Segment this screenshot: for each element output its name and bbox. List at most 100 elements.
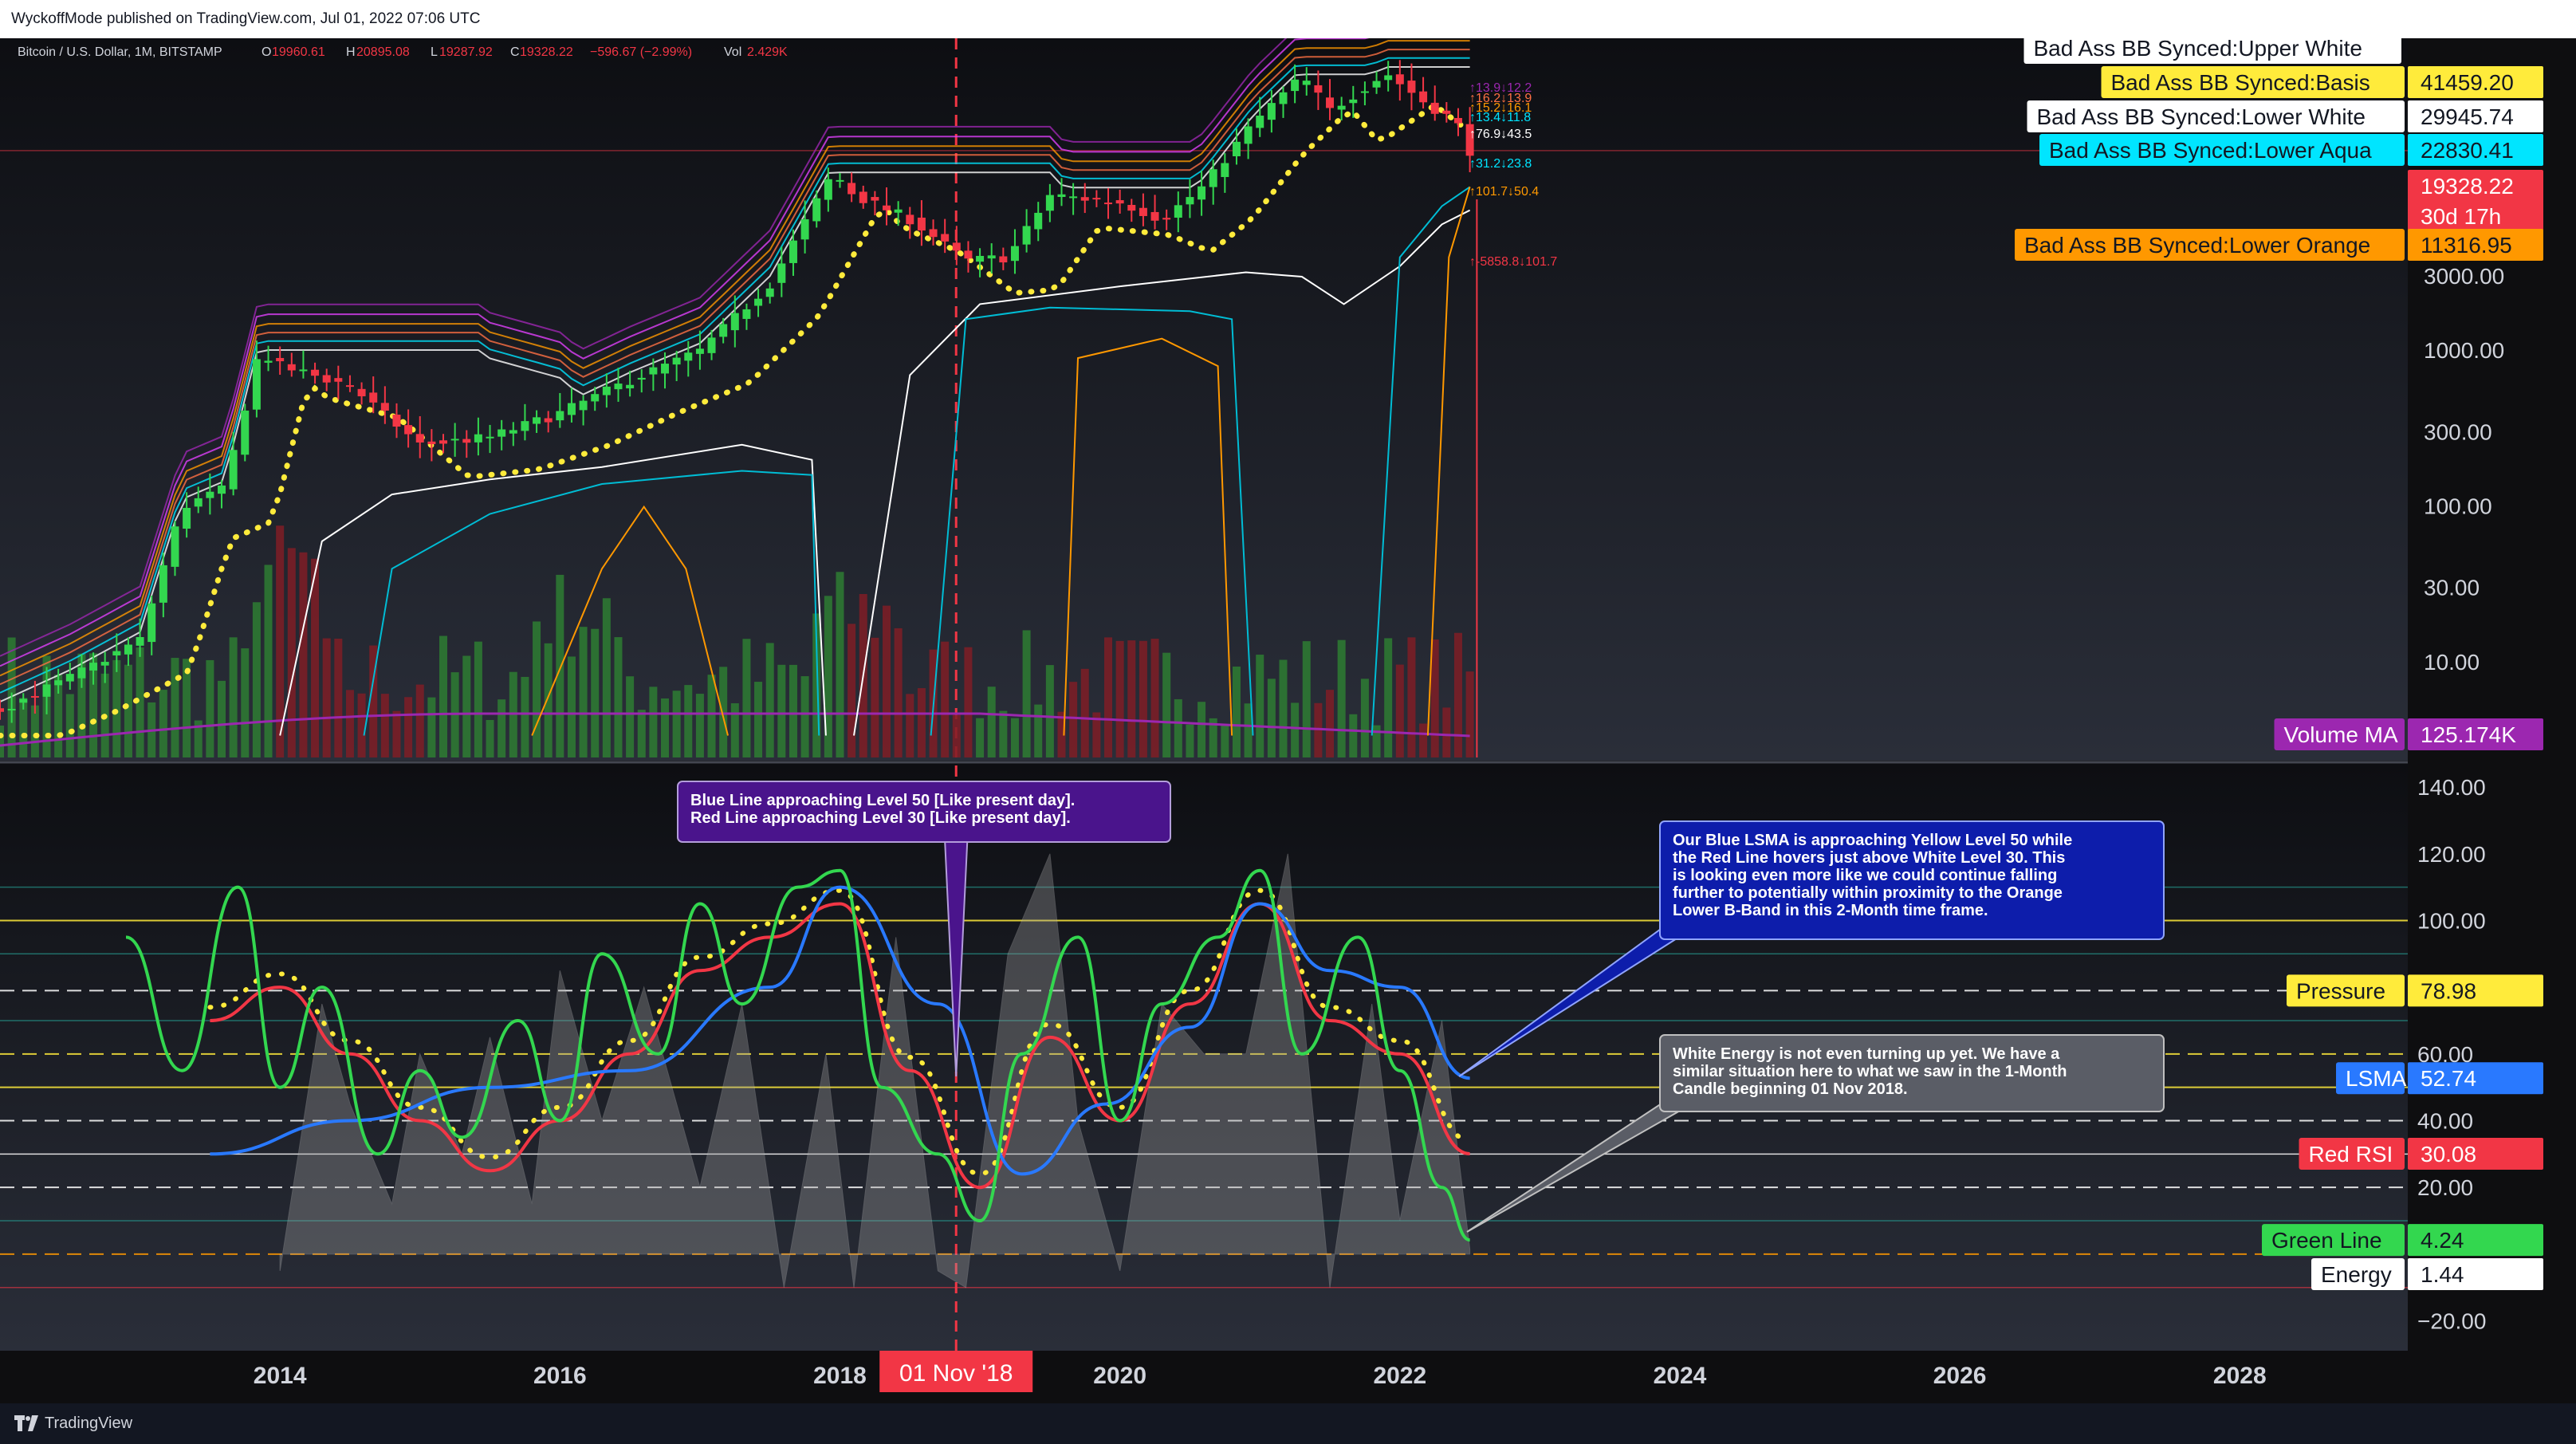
price-tick-label: 1000.00 xyxy=(2424,338,2504,363)
band-annotation: ↑-5858.8↓101.7 xyxy=(1469,255,1557,269)
note-energy-line: similar situation here to what we saw in… xyxy=(1673,1063,2067,1080)
volume-bar xyxy=(1209,718,1217,757)
volume-bar xyxy=(883,605,891,757)
band-annotation: ↑15.2↓16.1 xyxy=(1469,101,1532,115)
osc-tick-label: 140.00 xyxy=(2417,775,2486,800)
candle-body xyxy=(1150,211,1159,221)
volume-bar xyxy=(1407,637,1416,757)
lower-aqua-band-2022 xyxy=(1371,186,1471,736)
tag-lower-orange-value: 11316.95 xyxy=(2421,233,2512,258)
volume-bar xyxy=(1372,725,1381,757)
volume-bar xyxy=(824,596,832,757)
tag-last-price-value-bg xyxy=(2408,170,2543,234)
volume-bar xyxy=(1349,714,1358,757)
candle-body xyxy=(498,429,506,437)
volume-bar xyxy=(1186,724,1194,757)
volume-bar xyxy=(1465,671,1474,757)
tag-pressure: Pressure 78.98 xyxy=(2287,974,2543,1007)
tag-lower-orange-value-bg xyxy=(2408,229,2543,261)
time-tick-label: 2018 xyxy=(813,1363,867,1389)
volume-bar xyxy=(800,676,809,757)
volume-bar xyxy=(754,682,763,757)
volume-bar xyxy=(474,641,482,757)
chart-canvas[interactable]: ↑13.9↓12.2↑16.2↓13.9↑15.2↓16.1↑13.4↓11.8… xyxy=(0,38,2576,1403)
band-annotation: ↑31.2↓23.8 xyxy=(1469,157,1532,171)
price-tick-label: 3000.00 xyxy=(2424,264,2504,289)
volume-bar xyxy=(229,637,238,757)
volume-bar xyxy=(136,647,144,757)
candle-body xyxy=(1337,105,1346,110)
candle-body xyxy=(848,183,856,195)
tag-energy-value-bg xyxy=(2408,1257,2543,1290)
candle-body xyxy=(800,218,809,240)
tag-volume-ma: Volume MA 125.174K xyxy=(2274,718,2543,750)
candle-body xyxy=(999,256,1008,263)
note-blue-red-line: Blue Line approaching Level 50 [Like pre… xyxy=(690,792,1075,809)
candle-body xyxy=(672,357,681,365)
upper-band-line xyxy=(0,38,1370,667)
candle-body xyxy=(1057,194,1066,198)
volume-bar xyxy=(0,725,4,757)
lower-white-band-2014 xyxy=(279,443,827,736)
lower-white-band-2018 xyxy=(853,209,1471,736)
price-layer: ↑13.9↓12.2↑16.2↓13.9↑15.2↓16.1↑13.4↓11.8… xyxy=(0,38,1557,757)
candle-body xyxy=(777,263,786,283)
tag-lsma-label-bg xyxy=(2336,1062,2405,1095)
tag-lower-white-label: Bad Ass BB Synced:Lower White xyxy=(2037,104,2366,129)
volume-bar xyxy=(836,572,844,757)
candle-body xyxy=(579,400,588,411)
candle-body xyxy=(1291,79,1300,92)
candle-body xyxy=(684,352,693,361)
oscillator-layer: Blue Line approaching Level 50 [Like pre… xyxy=(125,781,2165,1289)
volume-bar xyxy=(264,565,273,757)
tag-lower-orange-label-bg xyxy=(2015,229,2405,261)
ohlc-vol-label: Vol xyxy=(724,45,741,59)
candle-body xyxy=(626,384,635,389)
volume-ma-line xyxy=(0,712,1470,747)
date-marker-badge xyxy=(879,1351,1033,1392)
candle-body xyxy=(299,369,308,372)
candle-body xyxy=(883,205,891,211)
tag-green-line-label-bg xyxy=(2262,1224,2405,1257)
publisher-text: WyckoffMode published on TradingView.com… xyxy=(11,10,481,27)
volume-bar xyxy=(894,628,903,757)
candle-body xyxy=(334,378,343,382)
tag-green-line: Green Line 4.24 xyxy=(2262,1224,2543,1257)
osc-tick-label: 20.00 xyxy=(2417,1175,2473,1200)
tag-lsma: LSMA 52.74 xyxy=(2336,1062,2543,1095)
candle-body xyxy=(1221,163,1229,178)
volume-bar xyxy=(404,697,413,757)
volume-bar xyxy=(462,655,471,757)
volume-bar xyxy=(357,693,366,757)
ohlc-close: 19328.22 xyxy=(520,45,573,59)
volume-bar xyxy=(637,710,646,757)
candle-body xyxy=(987,255,996,259)
candle-body xyxy=(369,392,378,403)
candle-body xyxy=(719,324,728,337)
volume-bar xyxy=(241,648,250,757)
candle-body xyxy=(19,698,28,703)
time-tick-label: 2026 xyxy=(1933,1363,1987,1389)
tag-lower-aqua-label-bg xyxy=(2039,134,2405,166)
volume-bar xyxy=(77,653,86,757)
volume-bar xyxy=(614,637,623,757)
tag-volume-ma-label: Volume MA xyxy=(2284,722,2398,747)
ohlc-open: 19960.61 xyxy=(272,45,325,59)
volume-bar xyxy=(30,705,39,757)
green-line xyxy=(125,868,1471,1242)
note-lsma: Our Blue LSMA is approaching Yellow Leve… xyxy=(1458,820,2165,1077)
volume-bar xyxy=(1232,666,1241,757)
candle-body xyxy=(509,430,517,434)
time-tick-label: 2022 xyxy=(1373,1363,1426,1389)
volume-bar xyxy=(871,637,879,757)
candle-body xyxy=(1162,218,1171,220)
note-lsma-line: the Red Line hovers just above White Lev… xyxy=(1673,849,2065,867)
symbol-title: Bitcoin / U.S. Dollar, 1M, BITSTAMP xyxy=(18,45,222,59)
tag-red-rsi-label-bg xyxy=(2299,1137,2405,1170)
volume-bar xyxy=(415,684,424,757)
time-axis[interactable] xyxy=(0,1351,2576,1403)
price-tick-label: 30.00 xyxy=(2424,576,2480,600)
candle-body xyxy=(0,708,4,712)
candle-body xyxy=(1069,196,1078,199)
ohlc-l-label: L xyxy=(431,45,438,59)
